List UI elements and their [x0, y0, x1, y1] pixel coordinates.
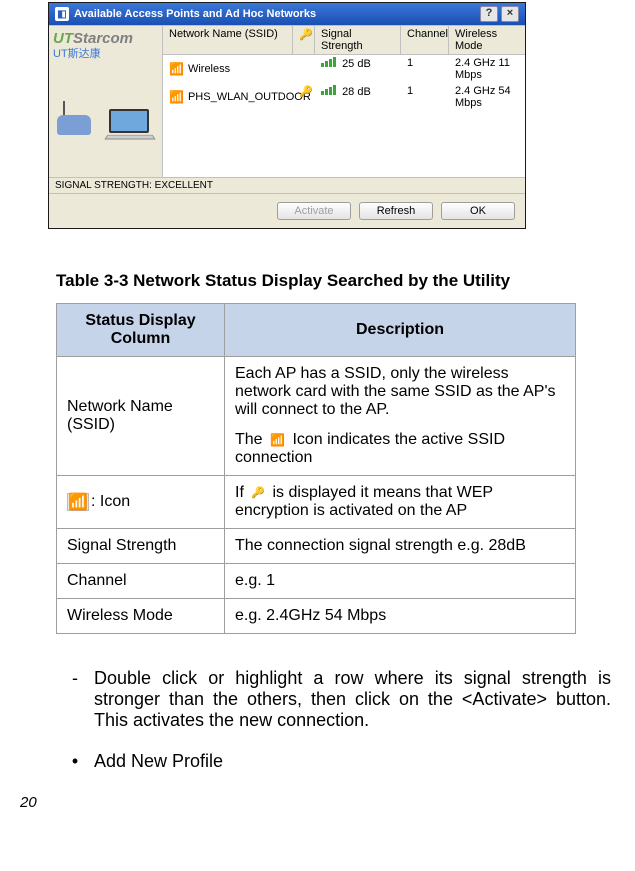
close-button[interactable]: ×: [501, 6, 519, 22]
td-channel-label: Channel: [57, 564, 225, 599]
row-mode: 2.4 GHz 11 Mbps: [449, 55, 525, 83]
row-signal: 25 dB: [342, 58, 371, 70]
activate-button[interactable]: Activate: [277, 202, 351, 220]
th-col2: Description: [225, 304, 576, 357]
td-ssid-label: Network Name (SSID): [57, 357, 225, 476]
network-row[interactable]: 📶 PHS_WLAN_OUTDOOR 🔑 28 dB 1 2.4 GHz 54 …: [163, 83, 525, 111]
col-signal[interactable]: Signal Strength: [315, 26, 401, 54]
signal-bars-icon: [321, 85, 336, 95]
td-channel-desc: e.g. 1: [225, 564, 576, 599]
window-title: Available Access Points and Ad Hoc Netwo…: [74, 8, 316, 20]
td-icon-desc: If 🔑 is displayed it means that WEP encr…: [225, 476, 576, 529]
window-titlebar: ◧ Available Access Points and Ad Hoc Net…: [49, 3, 525, 25]
table-caption: Table 3-3 Network Status Display Searche…: [56, 271, 611, 291]
refresh-button[interactable]: Refresh: [359, 202, 433, 220]
row-key: [293, 55, 315, 83]
row-channel: 1: [401, 83, 449, 111]
status-value: EXCELLENT: [155, 180, 213, 191]
ssid-desc-p2: The 📶 Icon indicates the active SSID con…: [235, 431, 565, 467]
help-button[interactable]: ?: [480, 6, 498, 22]
left-brand-pane: UTStarcom UT斯达康: [49, 26, 163, 177]
ssid-desc-p1: Each AP has a SSID, only the wireless ne…: [235, 365, 565, 419]
bullet-marker: •: [56, 751, 94, 772]
td-mode-desc: e.g. 2.4GHz 54 Mbps: [225, 599, 576, 634]
key-icon: 🔑: [299, 86, 313, 98]
available-networks-window: ◧ Available Access Points and Ad Hoc Net…: [48, 2, 526, 229]
td-signal-label: Signal Strength: [57, 529, 225, 564]
instruction-1: Double click or highlight a row where it…: [94, 668, 611, 731]
column-headers: Network Name (SSID) 🔑 Signal Strength Ch…: [163, 26, 525, 55]
td-mode-label: Wireless Mode: [57, 599, 225, 634]
signal-bars-icon: [321, 57, 336, 67]
status-display-table: Status Display Column Description Networ…: [56, 303, 576, 634]
row-mode: 2.4 GHz 54 Mbps: [449, 83, 525, 111]
page-number: 20: [20, 794, 611, 811]
col-key[interactable]: 🔑: [293, 26, 315, 54]
wep-column-icon: 📶: [67, 493, 89, 511]
td-ssid-desc: Each AP has a SSID, only the wireless ne…: [225, 357, 576, 476]
button-bar: Activate Refresh OK: [49, 193, 525, 228]
col-mode[interactable]: Wireless Mode: [449, 26, 525, 54]
network-row[interactable]: 📶 Wireless 25 dB 1 2.4 GHz 11 Mbps: [163, 55, 525, 83]
row-ssid: Wireless: [188, 63, 230, 75]
td-icon-label: 📶: Icon: [57, 476, 225, 529]
wifi-illustration: [53, 101, 158, 147]
key-icon: 🔑: [251, 486, 265, 499]
col-channel[interactable]: Channel: [401, 26, 449, 54]
row-signal: 28 dB: [342, 86, 371, 98]
row-channel: 1: [401, 55, 449, 83]
instruction-list: - Double click or highlight a row where …: [56, 668, 611, 772]
status-label: SIGNAL STRENGTH:: [55, 180, 152, 191]
antenna-icon: 📶: [270, 434, 285, 446]
instruction-2: Add New Profile: [94, 751, 611, 772]
status-bar: SIGNAL STRENGTH: EXCELLENT: [49, 177, 525, 193]
ok-button[interactable]: OK: [441, 202, 515, 220]
col-ssid[interactable]: Network Name (SSID): [163, 26, 293, 54]
brand-cn: UT斯达康: [53, 45, 158, 61]
td-signal-desc: The connection signal strength e.g. 28dB: [225, 529, 576, 564]
antenna-icon: 📶: [169, 63, 184, 75]
networks-list-pane: Network Name (SSID) 🔑 Signal Strength Ch…: [163, 26, 525, 177]
dash-marker: -: [56, 668, 94, 731]
titlebar-app-icon: ◧: [55, 7, 69, 21]
th-col1: Status Display Column: [57, 304, 225, 357]
antenna-icon: 📶: [169, 91, 184, 103]
